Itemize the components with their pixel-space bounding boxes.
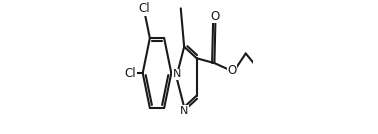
Text: Cl: Cl — [124, 67, 136, 80]
Text: O: O — [211, 10, 220, 23]
Text: N: N — [180, 106, 188, 116]
Text: O: O — [227, 64, 237, 77]
Text: N: N — [173, 69, 181, 79]
Text: Cl: Cl — [138, 2, 150, 15]
